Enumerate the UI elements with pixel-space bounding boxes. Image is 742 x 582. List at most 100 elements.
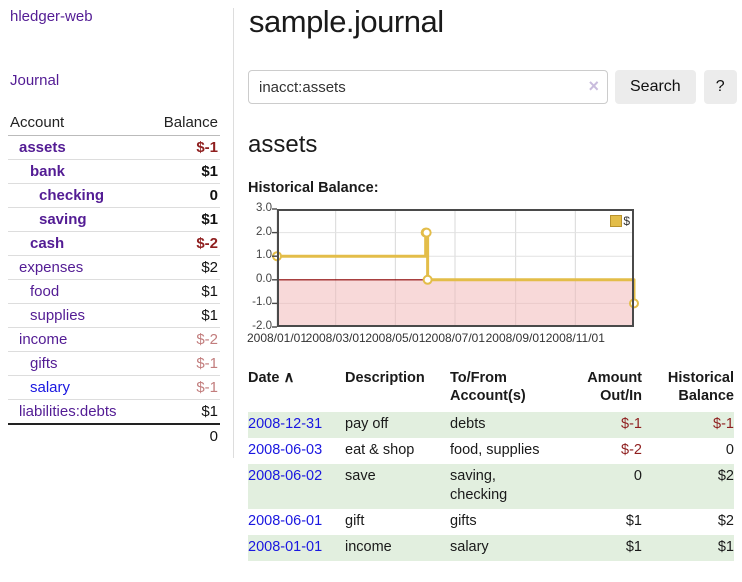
x-axis-label: 2008/09/01 <box>485 331 546 345</box>
legend-label: $ <box>623 214 630 228</box>
historical-balance-chart: 3.0 2.0 1.0 0.0 -1.0 -2.0 2008/01/01 2008/03/01… <box>247 202 742 353</box>
account-balance: $-2 <box>145 327 220 352</box>
plot-border <box>277 209 634 327</box>
account-balance: $1 <box>145 303 220 328</box>
negative-region <box>277 279 634 327</box>
transaction-date-link[interactable]: 2008-06-01 <box>248 513 323 529</box>
register-col-historical-balance: Historical Balance <box>667 370 734 404</box>
account-cell: liabilities:debts <box>8 399 146 425</box>
chart-label: Historical Balance: <box>248 180 379 196</box>
x-axis-label: 2008/03/01 <box>305 331 366 345</box>
account-link-salary[interactable]: salary <box>30 379 71 396</box>
y-axis-label: 3.0 <box>256 202 272 214</box>
search-input[interactable] <box>248 70 608 104</box>
account-row: gifts $-1 <box>8 351 220 376</box>
account-row: checking 0 <box>8 183 220 208</box>
account-link-supplies[interactable]: supplies <box>30 307 86 324</box>
main-content: sample.journal × Search ? assets Histori… <box>234 0 742 582</box>
clear-search-icon[interactable]: × <box>588 76 599 96</box>
transaction-accounts: gifts <box>450 513 477 529</box>
transaction-date-link[interactable]: 2008-12-31 <box>248 416 323 432</box>
transaction-date-cell: 2008-12-31 <box>248 412 345 438</box>
account-link-cash[interactable]: cash <box>30 235 65 252</box>
account-balance: $1 <box>145 279 220 304</box>
page-title: sample.journal <box>249 4 444 39</box>
accounts-total-spacer <box>8 423 146 448</box>
account-link-checking[interactable]: checking <box>39 187 105 204</box>
account-balance: $2 <box>145 255 220 280</box>
account-row: bank $1 <box>8 159 220 184</box>
transaction-row: 2008-06-02 save saving, checking 0 $2 <box>248 464 734 509</box>
y-axis-label: 2.0 <box>256 225 272 238</box>
search-row: × Search ? <box>248 70 742 104</box>
account-row: income $-2 <box>8 327 220 352</box>
transaction-date-cell: 2008-01-01 <box>248 535 345 561</box>
account-row: food $1 <box>8 279 220 304</box>
account-link-bank[interactable]: bank <box>30 163 66 180</box>
account-cell: assets <box>8 135 146 160</box>
register-col-tofrom-accounts: To/From Account(s) <box>450 370 526 404</box>
transaction-balance: 0 <box>725 442 734 458</box>
transaction-balance: $1 <box>717 539 734 555</box>
transaction-date-link[interactable]: 2008-01-01 <box>248 539 323 555</box>
account-row: liabilities:debts $1 <box>8 399 220 425</box>
account-link-liabilities-debts[interactable]: liabilities:debts <box>19 403 117 420</box>
y-axis-label: -2.0 <box>252 320 272 332</box>
account-row: salary $-1 <box>8 375 220 400</box>
account-cell: gifts <box>8 351 146 376</box>
account-balance: $1 <box>145 159 220 184</box>
account-link-gifts[interactable]: gifts <box>30 355 58 372</box>
account-cell: food <box>8 279 146 304</box>
data-point-marker <box>422 274 433 285</box>
transaction-balance: $2 <box>717 468 734 484</box>
account-cell: salary <box>8 375 146 400</box>
app-title-link[interactable]: hledger-web <box>10 8 93 25</box>
account-row: supplies $1 <box>8 303 220 328</box>
transaction-amount: $-2 <box>621 442 642 458</box>
register-col-description: Description <box>345 370 425 386</box>
account-row: cash $-2 <box>8 231 220 256</box>
transaction-date-link[interactable]: 2008-06-02 <box>248 468 323 484</box>
y-axis-label: 0.0 <box>256 272 272 285</box>
transaction-date-cell: 2008-06-03 <box>248 438 345 464</box>
transaction-amount: 0 <box>633 468 642 484</box>
transaction-accounts: salary <box>450 539 489 555</box>
transaction-accounts: food, supplies <box>450 442 540 458</box>
search-button[interactable]: Search <box>615 70 696 104</box>
transaction-description: gift <box>345 513 365 529</box>
transaction-date-cell: 2008-06-02 <box>248 464 345 509</box>
account-balance: $1 <box>145 399 220 425</box>
help-button[interactable]: ? <box>703 70 737 104</box>
account-link-food[interactable]: food <box>30 283 60 300</box>
sidebar-inner: hledger-web Journal Account Balance asse… <box>8 8 234 458</box>
transaction-accounts: debts <box>450 416 486 432</box>
transaction-row: 2008-06-03 eat & shop food, supplies $-2 0 <box>248 438 734 464</box>
account-cell: checking <box>8 183 146 208</box>
accounts-header-balance: Balance <box>145 111 220 136</box>
y-axis-label: -1.0 <box>252 296 272 309</box>
transaction-row: 2008-06-01 gift gifts $1 $2 <box>248 509 734 535</box>
account-link-saving[interactable]: saving <box>39 211 87 228</box>
account-cell: supplies <box>8 303 146 328</box>
account-cell: expenses <box>8 255 146 280</box>
transaction-amount: $-1 <box>621 416 642 432</box>
account-cell: income <box>8 327 146 352</box>
register-col-date[interactable]: Date ∧ <box>248 369 295 386</box>
data-point-marker <box>421 227 432 238</box>
transaction-balance: $-1 <box>713 416 734 432</box>
sidebar-item-journal[interactable]: Journal <box>10 72 60 89</box>
account-link-assets[interactable]: assets <box>19 139 66 156</box>
legend-swatch-icon <box>610 215 623 227</box>
transaction-date-link[interactable]: 2008-06-03 <box>248 442 323 458</box>
transaction-description: pay off <box>345 416 389 432</box>
accounts-total-row: 0 <box>8 423 220 448</box>
account-link-expenses[interactable]: expenses <box>19 259 84 276</box>
account-link-income[interactable]: income <box>19 331 68 348</box>
transaction-description: save <box>345 468 376 484</box>
transaction-date-cell: 2008-06-01 <box>248 509 345 535</box>
account-row: assets $-1 <box>8 135 220 160</box>
register-table: Date ∧ Description To/From Account(s) Amount… <box>248 367 734 561</box>
accounts-total-value: 0 <box>145 423 220 448</box>
x-axis-label: 2008/05/01 <box>365 331 426 345</box>
x-axis-label: 2008/11/01 <box>545 331 605 345</box>
